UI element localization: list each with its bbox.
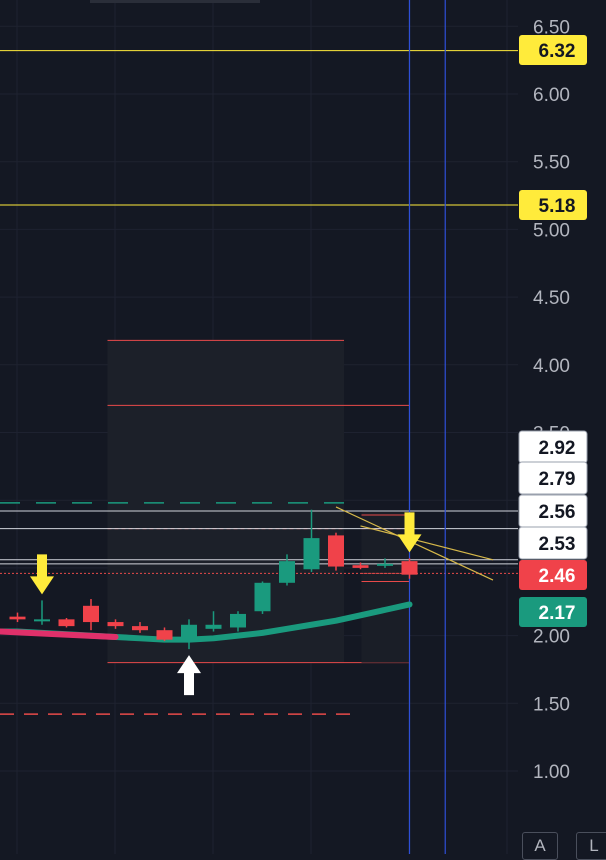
ma-line-bear-segment <box>0 628 119 640</box>
log-scale-button[interactable]: L <box>576 832 606 860</box>
price-label: 2.56 <box>539 502 576 523</box>
candle-body <box>401 561 418 575</box>
arrow-down-icon <box>397 512 422 553</box>
price-label: 6.32 <box>539 41 576 62</box>
horizontal-levels <box>0 50 518 574</box>
position-box <box>107 340 344 663</box>
candle-body <box>156 630 173 640</box>
price-label-box <box>519 597 587 627</box>
trendline <box>360 525 494 561</box>
price-tick-label: 4.00 <box>533 356 570 377</box>
price-label: 2.92 <box>539 438 576 459</box>
price-tick-label: 6.50 <box>533 17 570 38</box>
price-tick-label: 5.50 <box>533 153 570 174</box>
candle-body <box>34 619 50 622</box>
price-label-box <box>518 461 588 495</box>
candle-body <box>279 561 295 583</box>
candle-body <box>230 613 246 628</box>
candle-body <box>107 622 124 627</box>
price-tick-label: 2.00 <box>533 627 570 648</box>
moving-average <box>0 601 413 643</box>
price-tick-label: 1.50 <box>533 694 570 715</box>
price-label-box <box>519 190 587 220</box>
price-label-box <box>519 35 587 65</box>
candle-body <box>132 626 148 631</box>
price-label: 2.53 <box>539 534 576 555</box>
candle-body <box>328 535 344 567</box>
price-label-box <box>519 560 587 590</box>
top-bar <box>90 0 260 3</box>
price-tick-label: 6.00 <box>533 85 570 106</box>
candle-body <box>83 605 99 623</box>
price-label: 2.17 <box>539 603 576 624</box>
price-tick-label: 5.00 <box>533 220 570 241</box>
price-axis: 6.506.005.505.004.504.003.502.001.501.00 <box>533 17 570 783</box>
signal-arrows <box>30 512 422 696</box>
arrow-up-icon <box>177 655 201 696</box>
candles <box>9 509 418 650</box>
candle-body <box>205 624 222 629</box>
candle-body <box>377 563 393 566</box>
arrow-down-icon <box>30 554 54 595</box>
candle-body <box>254 582 271 612</box>
position-box-2 <box>361 511 409 663</box>
candle-body <box>58 619 75 627</box>
candle-body <box>303 538 320 570</box>
price-label-box <box>518 526 588 560</box>
price-tick-label: 4.50 <box>533 288 570 309</box>
candle-body <box>9 616 26 620</box>
candle-body <box>352 565 369 568</box>
price-label: 2.46 <box>539 566 576 587</box>
vertical-date-lines <box>408 0 446 854</box>
candle-body <box>181 624 197 640</box>
price-tick-label: 1.00 <box>533 762 570 783</box>
price-label: 5.18 <box>539 196 576 217</box>
position-boxes <box>0 339 409 715</box>
price-label: 2.79 <box>539 469 576 490</box>
auto-scale-button[interactable]: A <box>522 832 558 860</box>
price-labels: 6.32 5.18 2.92 2.79 2.56 2.53 2.46 2.17 <box>518 35 588 627</box>
